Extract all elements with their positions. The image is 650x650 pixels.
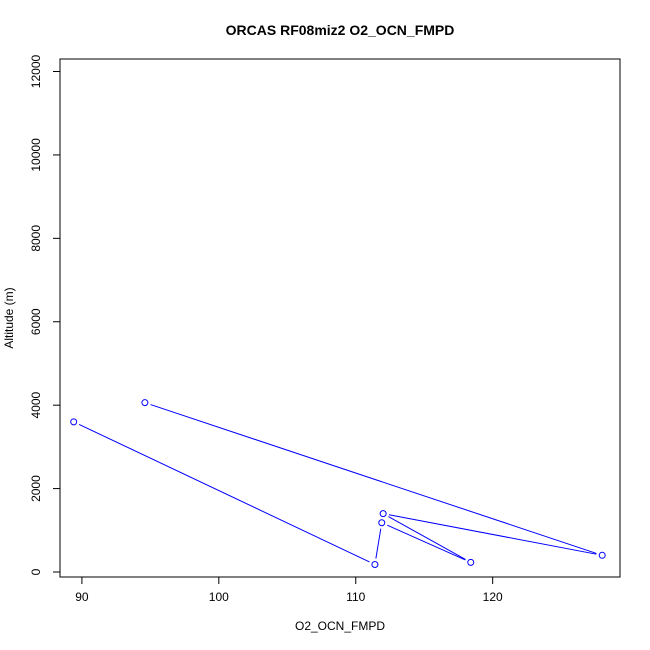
y-tick-label: 6000 <box>29 308 43 335</box>
data-point <box>379 510 387 518</box>
data-point <box>70 418 78 426</box>
series-segment <box>150 404 597 554</box>
series-segment <box>388 514 597 555</box>
series-segment <box>375 528 382 559</box>
data-point <box>378 519 386 527</box>
y-tick-label: 0 <box>29 568 43 575</box>
chart-title: ORCAS RF08miz2 O2_OCN_FMPD <box>226 22 455 38</box>
y-tick-label: 4000 <box>29 391 43 418</box>
series-segment <box>78 423 370 563</box>
y-tick-label: 8000 <box>29 225 43 252</box>
data-point <box>598 551 606 559</box>
series-segment <box>387 524 466 561</box>
series-segment <box>388 516 466 560</box>
data-point <box>371 560 379 568</box>
data-point <box>141 399 149 407</box>
x-axis-label: O2_OCN_FMPD <box>295 619 385 633</box>
plot-frame <box>59 58 621 578</box>
y-tick-label: 2000 <box>29 475 43 502</box>
x-axis: 90 100 110 120 <box>75 577 503 604</box>
x-tick-label: 90 <box>75 590 89 604</box>
y-tick-label: 10000 <box>29 138 43 172</box>
y-axis-label: Altitude (m) <box>2 287 16 348</box>
series-group <box>70 399 606 568</box>
x-tick-label: 110 <box>346 590 365 604</box>
x-tick-label: 100 <box>209 590 229 604</box>
y-tick-label: 12000 <box>29 55 43 89</box>
data-point <box>467 558 475 566</box>
y-axis: 0 2000 4000 6000 8000 10000 12000 <box>29 55 60 575</box>
x-tick-label: 120 <box>483 590 503 604</box>
